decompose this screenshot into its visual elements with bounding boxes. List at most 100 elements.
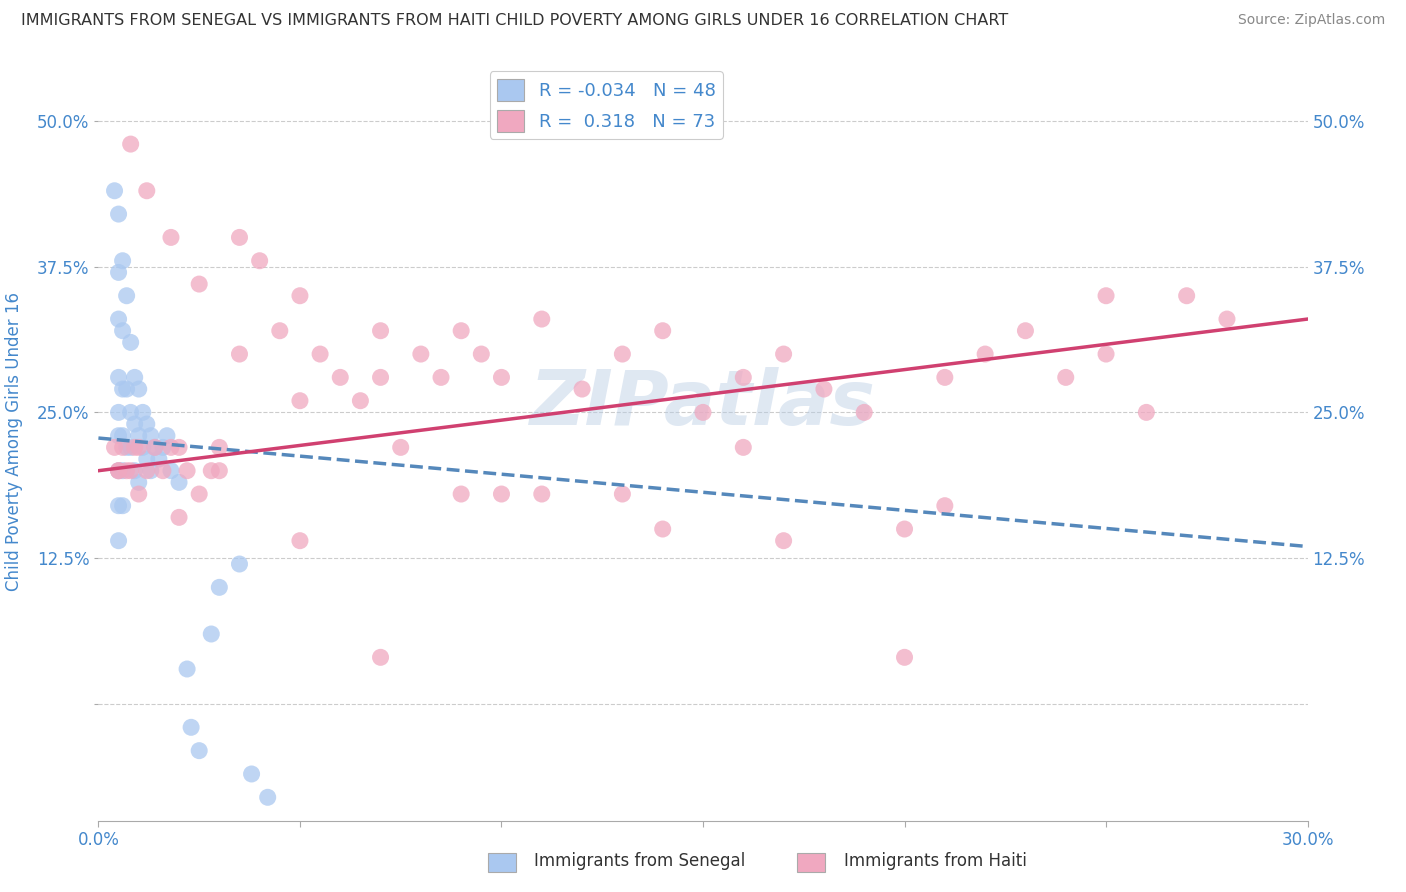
Text: Source: ZipAtlas.com: Source: ZipAtlas.com	[1237, 13, 1385, 28]
Point	[152, 441, 174, 455]
Point	[228, 557, 250, 571]
Point	[269, 324, 291, 338]
Point	[733, 370, 755, 384]
Point	[1054, 370, 1077, 384]
Y-axis label: Child Poverty Among Girls Under 16: Child Poverty Among Girls Under 16	[4, 292, 22, 591]
Point	[115, 464, 138, 478]
Point	[200, 464, 222, 478]
Point	[160, 441, 183, 455]
Point	[107, 207, 129, 221]
Point	[132, 405, 155, 419]
Point	[135, 184, 157, 198]
Point	[409, 347, 432, 361]
Point	[107, 265, 129, 279]
Point	[124, 464, 146, 478]
Point	[188, 277, 211, 291]
Point	[309, 347, 332, 361]
Point	[107, 464, 129, 478]
Point	[1014, 324, 1036, 338]
Text: IMMIGRANTS FROM SENEGAL VS IMMIGRANTS FROM HAITI CHILD POVERTY AMONG GIRLS UNDER: IMMIGRANTS FROM SENEGAL VS IMMIGRANTS FR…	[21, 13, 1008, 29]
Point	[1095, 289, 1118, 303]
Point	[128, 428, 150, 442]
Point	[143, 441, 166, 455]
Point	[176, 662, 198, 676]
Point	[530, 312, 553, 326]
Point	[934, 370, 956, 384]
Point	[107, 499, 129, 513]
Point	[111, 428, 134, 442]
Point	[853, 405, 876, 419]
Point	[167, 510, 190, 524]
Point	[370, 324, 392, 338]
Point	[470, 347, 492, 361]
Point	[111, 253, 134, 268]
Point	[491, 370, 513, 384]
Point	[651, 324, 673, 338]
Point	[167, 475, 190, 490]
Point	[107, 464, 129, 478]
Point	[651, 522, 673, 536]
Point	[167, 441, 190, 455]
Point	[188, 744, 211, 758]
Point	[370, 370, 392, 384]
Point	[288, 289, 311, 303]
Point	[160, 464, 183, 478]
Bar	[488, 853, 516, 872]
Point	[1216, 312, 1239, 326]
Point	[120, 335, 142, 350]
Point	[772, 533, 794, 548]
Point	[893, 650, 915, 665]
Point	[329, 370, 352, 384]
Point	[1175, 289, 1198, 303]
Point	[128, 441, 150, 455]
Point	[120, 441, 142, 455]
Point	[228, 347, 250, 361]
Point	[934, 499, 956, 513]
Point	[107, 405, 129, 419]
Point	[772, 347, 794, 361]
Point	[120, 464, 142, 478]
Point	[111, 324, 134, 338]
Point	[571, 382, 593, 396]
Point	[103, 184, 125, 198]
Point	[103, 441, 125, 455]
Point	[107, 533, 129, 548]
Point	[491, 487, 513, 501]
Point	[115, 382, 138, 396]
Point	[128, 382, 150, 396]
Point	[120, 405, 142, 419]
Point	[128, 475, 150, 490]
Point	[208, 441, 231, 455]
Text: Immigrants from Haiti: Immigrants from Haiti	[844, 852, 1026, 870]
Point	[111, 499, 134, 513]
Point	[1135, 405, 1157, 419]
Point	[107, 428, 129, 442]
Point	[228, 230, 250, 244]
Point	[176, 464, 198, 478]
Point	[107, 464, 129, 478]
Point	[450, 324, 472, 338]
Point	[893, 522, 915, 536]
Point	[156, 428, 179, 442]
Text: Immigrants from Senegal: Immigrants from Senegal	[534, 852, 745, 870]
Point	[148, 452, 170, 467]
Point	[139, 464, 162, 478]
Point	[111, 464, 134, 478]
Bar	[797, 853, 825, 872]
Point	[124, 370, 146, 384]
Point	[115, 441, 138, 455]
Point	[349, 393, 371, 408]
Point	[135, 464, 157, 478]
Point	[288, 533, 311, 548]
Point	[132, 441, 155, 455]
Text: ZIPatlas: ZIPatlas	[530, 367, 876, 441]
Point	[692, 405, 714, 419]
Point	[124, 441, 146, 455]
Point	[530, 487, 553, 501]
Legend: R = -0.034   N = 48, R =  0.318   N = 73: R = -0.034 N = 48, R = 0.318 N = 73	[489, 71, 723, 139]
Point	[240, 767, 263, 781]
Point	[612, 347, 634, 361]
Point	[107, 312, 129, 326]
Point	[143, 441, 166, 455]
Point	[1095, 347, 1118, 361]
